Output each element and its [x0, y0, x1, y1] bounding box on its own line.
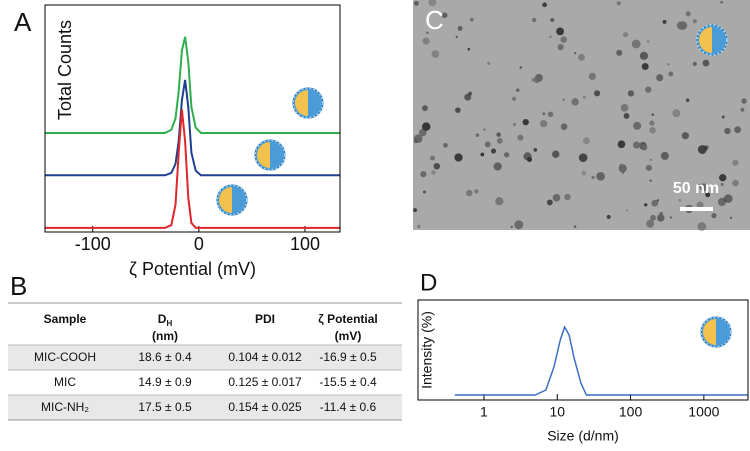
header-text: ζ Potential	[318, 312, 378, 326]
x-tick-label: 100	[290, 234, 320, 254]
panel-label: B	[10, 271, 27, 301]
header-text: Sample	[44, 312, 87, 326]
table-header: PDI	[255, 312, 275, 326]
table-cell: 0.125 ± 0.017	[228, 375, 302, 389]
header-subscript: H	[166, 319, 172, 328]
table-cell: 14.9 ± 0.9	[138, 375, 192, 389]
header-text: D	[158, 312, 167, 326]
series-line	[454, 325, 748, 396]
table-row	[8, 345, 402, 370]
panel-label: C	[425, 5, 444, 35]
panel-label: A	[14, 7, 32, 37]
micelle-icon	[216, 184, 248, 216]
plot-frame	[417, 299, 749, 401]
table-cell: -15.5 ± 0.4	[319, 375, 377, 389]
x-tick-label: 1	[480, 404, 488, 420]
y-axis-label: Intensity (%)	[419, 311, 435, 389]
series-line	[45, 109, 340, 229]
x-tick-label: 1000	[688, 404, 719, 420]
table-cell: 0.104 ± 0.012	[228, 350, 302, 364]
x-axis-label: ζ Potential (mV)	[129, 259, 256, 279]
x-tick-label: 10	[549, 404, 565, 420]
table-header: DH	[158, 312, 173, 328]
scale-bar-label: 50 nm	[673, 180, 719, 197]
table-cell: MIC-COOH	[34, 350, 96, 364]
table-header-unit: (mV)	[335, 329, 362, 343]
x-axis-label: Size (d/nm)	[547, 428, 619, 444]
table-header-unit: (nm)	[152, 329, 178, 343]
tem-particles	[413, 0, 747, 231]
table-cell: MIC	[54, 375, 76, 389]
micelle-icon	[254, 139, 286, 171]
header-text: PDI	[255, 312, 275, 326]
series-line	[45, 79, 340, 177]
table-cell: -16.9 ± 0.5	[319, 350, 377, 364]
x-tick-label: 0	[194, 234, 204, 254]
series-line	[45, 36, 340, 134]
x-tick-label: 100	[619, 404, 643, 420]
y-axis-label: Total Counts	[55, 20, 75, 120]
table-header: Sample	[44, 312, 87, 326]
panel-label: D	[420, 269, 437, 296]
micelle-icon	[292, 87, 324, 119]
micelle-icon	[696, 24, 728, 56]
table-row	[8, 370, 402, 395]
plot-frame	[44, 4, 341, 233]
x-tick-label: -100	[75, 234, 111, 254]
table-cell: 0.154 ± 0.025	[228, 400, 302, 414]
table-cell: 18.6 ± 0.4	[138, 350, 192, 364]
table-cell: 17.5 ± 0.5	[138, 400, 192, 414]
table-cell: MIC-NH₂	[41, 400, 89, 414]
table-cell: -11.4 ± 0.6	[320, 400, 377, 414]
table-row	[8, 395, 402, 420]
micelle-icon	[700, 316, 732, 348]
table-header: ζ Potential	[318, 312, 378, 326]
